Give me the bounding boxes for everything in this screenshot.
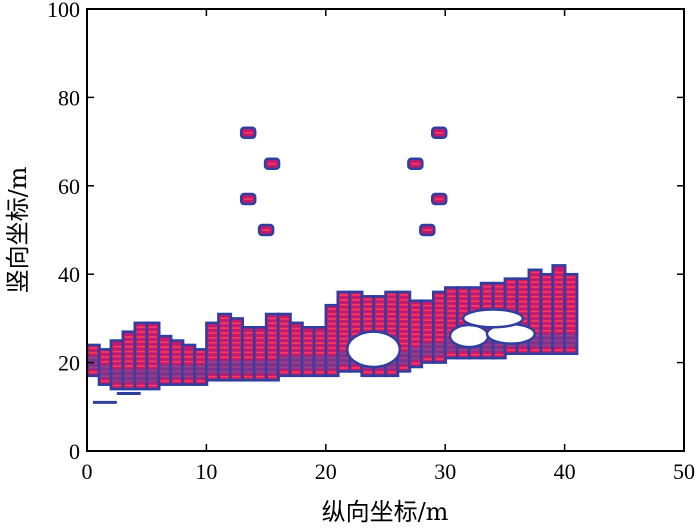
data-column-band [433, 342, 446, 356]
data-column-band [540, 333, 554, 348]
y-tick-label: 60 [58, 174, 80, 199]
data-column-band [313, 355, 327, 370]
data-column-band [409, 347, 422, 361]
data-void [346, 330, 402, 369]
y-tick-label: 80 [58, 85, 80, 110]
data-column-band [278, 355, 291, 370]
data-column-band [564, 333, 578, 348]
x-tick-label: 40 [554, 459, 576, 484]
data-column-band [134, 369, 148, 383]
data-column-band [552, 333, 566, 348]
data-column-points [566, 276, 576, 352]
data-column-band [206, 360, 219, 374]
data-column-band [289, 355, 303, 370]
data-column-band [254, 360, 267, 374]
x-tick-label: 30 [434, 459, 456, 484]
data-column-band [194, 364, 207, 379]
data-column-band [182, 364, 196, 379]
x-axis-title: 纵向坐标/m [322, 498, 449, 526]
data-column-points [256, 332, 265, 378]
data-column-band [397, 351, 410, 365]
data-column-band [218, 360, 231, 374]
data-column-band [170, 364, 184, 379]
y-axis-title: 竖向坐标/m [4, 166, 32, 293]
data-column-band [122, 369, 136, 383]
plot-frame [86, 8, 685, 452]
data-column-band [230, 360, 243, 374]
data-column-band [146, 369, 160, 383]
data-column-band [98, 364, 112, 379]
data-void [461, 308, 525, 329]
data-column-band [266, 360, 279, 374]
data-column-band [337, 351, 351, 365]
data-marks [87, 126, 579, 404]
data-column-band [421, 342, 434, 356]
y-tick-label: 40 [58, 262, 80, 287]
x-tick-label: 50 [673, 459, 695, 484]
x-tick-label: 10 [195, 459, 217, 484]
data-column-band [301, 355, 315, 370]
y-tick-label: 20 [58, 351, 80, 376]
y-tick-label: 0 [69, 439, 80, 464]
axis-ticks: 0 10 20 30 40 50 0 20 40 60 80 100 [47, 0, 695, 484]
data-void [448, 323, 490, 349]
data-column-band [158, 364, 172, 379]
data-column-band [110, 369, 124, 383]
data-column-band [325, 355, 339, 370]
data-column-band [242, 360, 255, 374]
y-tick-label: 100 [47, 0, 80, 22]
x-tick-label: 20 [315, 459, 337, 484]
x-tick-label: 0 [82, 459, 93, 484]
